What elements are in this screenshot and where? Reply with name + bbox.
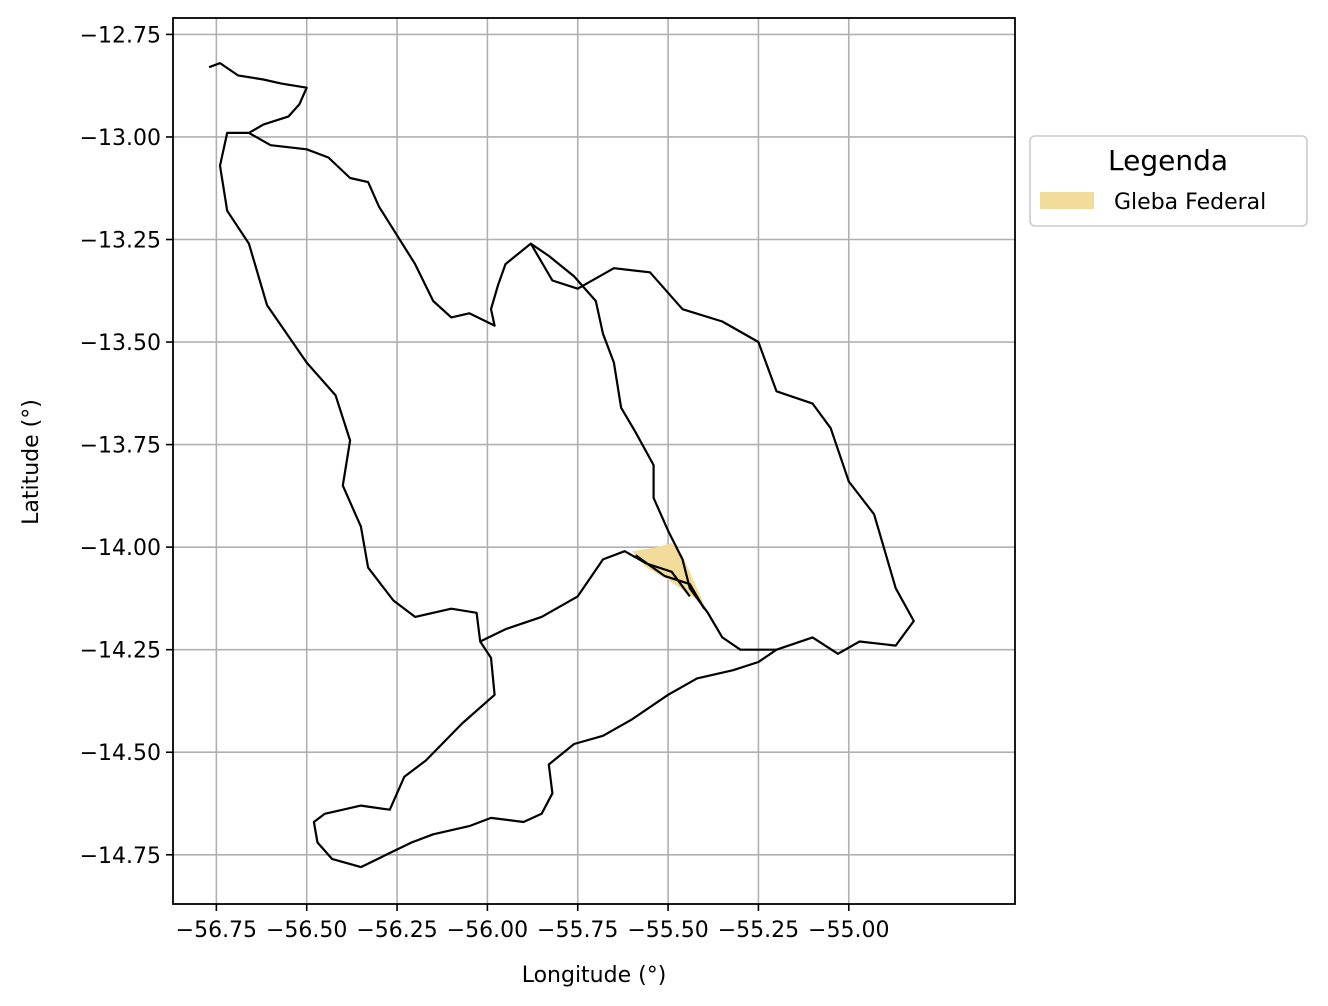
- y-axis-label: Latitude (°): [19, 399, 44, 525]
- boundary-south-basin: [312, 640, 778, 869]
- x-tick-label: −56.75: [176, 918, 257, 943]
- y-tick-label: −12.75: [80, 23, 161, 48]
- x-axis-ticks: −56.75 −56.50 −56.25 −56.00 −55.75 −55.50 −55.…: [176, 904, 889, 943]
- grid-lines: [173, 18, 1015, 904]
- x-axis-label: Longitude (°): [522, 963, 667, 988]
- legend-frame: [1029, 135, 1308, 227]
- y-tick-label: −14.75: [80, 844, 161, 869]
- boundary-gleba-inner-line: [634, 554, 706, 610]
- y-tick-label: −13.00: [80, 126, 161, 151]
- boundary-west-basin: [208, 62, 915, 655]
- map-boundaries: [208, 62, 915, 869]
- axes-frame: [172, 17, 1016, 905]
- x-tick-label: −55.25: [718, 918, 799, 943]
- y-tick-label: −14.25: [80, 639, 161, 664]
- legend: Legenda Gleba Federal: [1029, 135, 1308, 227]
- y-tick-label: −13.50: [80, 331, 161, 356]
- x-tick-label: −56.25: [356, 918, 437, 943]
- y-axis-ticks: −12.75 −13.00 −13.25 −13.50 −13.75 −14.00 −14.…: [80, 23, 173, 869]
- y-tick-label: −13.75: [80, 434, 161, 459]
- y-tick-label: −14.00: [80, 536, 161, 561]
- map-areas: [631, 543, 705, 605]
- x-tick-label: −56.50: [266, 918, 347, 943]
- y-tick-label: −14.50: [80, 741, 161, 766]
- legend-title: Legenda: [1108, 144, 1228, 177]
- x-tick-label: −55.50: [627, 918, 708, 943]
- x-tick-label: −55.75: [537, 918, 618, 943]
- area-gleba-federal: [631, 543, 705, 605]
- legend-swatch-gleba-federal: [1040, 192, 1094, 209]
- x-tick-label: −56.00: [447, 918, 528, 943]
- legend-label-gleba-federal: Gleba Federal: [1114, 190, 1266, 215]
- x-tick-label: −55.00: [808, 918, 889, 943]
- y-tick-label: −13.25: [80, 229, 161, 254]
